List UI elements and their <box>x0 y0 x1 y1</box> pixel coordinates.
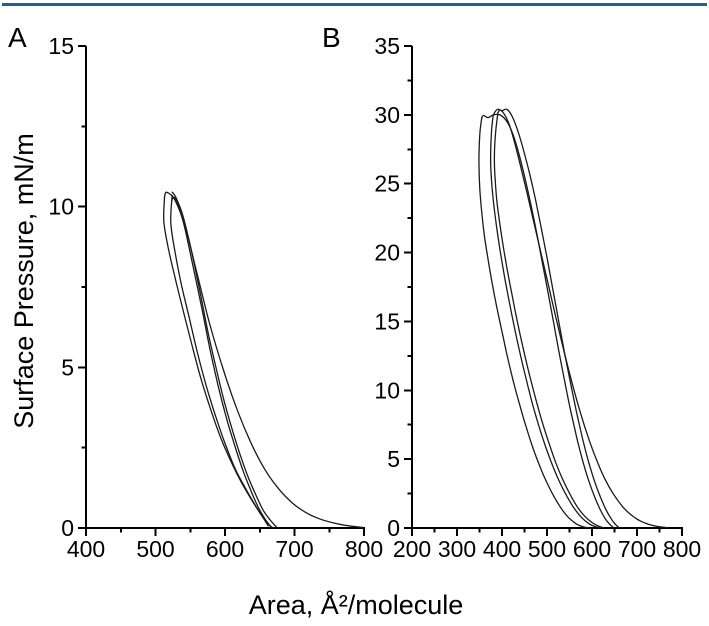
panel-b-x-tick-label: 700 <box>618 536 656 562</box>
panel-a-label: A <box>8 22 27 53</box>
panel-a-curve-expansion-1 <box>163 196 273 529</box>
panel-b-curve-compression-2 <box>492 108 620 529</box>
panel-b-curve-compression-3 <box>481 113 615 529</box>
panel-a-curve-compression-1 <box>163 191 364 529</box>
journal-rule-line <box>2 3 707 6</box>
panel-a-x-tick-label: 700 <box>275 536 313 562</box>
panel-b-x-tick-label: 300 <box>438 536 476 562</box>
panel-a-curve-compression-2 <box>171 191 278 528</box>
panel-a-curve-expansion-2 <box>170 194 269 527</box>
panel-b-x-tick-label: 200 <box>393 536 431 562</box>
panel-a-y-tick-label: 0 <box>61 515 74 541</box>
panel-b-x-tick-label: 600 <box>573 536 611 562</box>
panel-b-x-tick-label: 500 <box>528 536 566 562</box>
panel-b-y-tick-label: 35 <box>374 33 400 59</box>
panel-b-y-tick-label: 15 <box>374 308 400 334</box>
panel-a-y-tick-label: 15 <box>48 33 74 59</box>
panel-b-y-tick-label: 5 <box>387 446 400 472</box>
panel-b-curve-expansion-3 <box>478 116 589 529</box>
panel-a-x-tick-label: 400 <box>67 536 105 562</box>
panel-b-label: B <box>322 22 341 53</box>
y-axis-title: Surface Pressure, mN/m <box>9 133 39 429</box>
panel-a-x-tick-label: 800 <box>345 536 383 562</box>
panel-b-x-tick-label: 400 <box>483 536 521 562</box>
panel-a-y-tick-label: 5 <box>61 354 74 380</box>
panel-b-y-tick-label: 30 <box>374 102 400 128</box>
panel-b-y-tick-label: 25 <box>374 171 400 197</box>
panel-b-curve-expansion-1 <box>493 112 605 529</box>
panel-a-y-tick-label: 10 <box>48 194 74 220</box>
x-axis-title: Area, Å²/molecule <box>248 590 464 620</box>
panel-b-curve-expansion-2 <box>489 115 601 529</box>
panel-a-x-tick-label: 600 <box>206 536 244 562</box>
panel-b-y-tick-label: 20 <box>374 240 400 266</box>
panel-b-y-tick-label: 10 <box>374 377 400 403</box>
panel-b-x-tick-label: 800 <box>663 536 701 562</box>
panel-a-x-tick-label: 500 <box>136 536 174 562</box>
panel-a-curve-compression-3 <box>170 196 272 528</box>
panel-b-y-tick-label: 0 <box>387 515 400 541</box>
